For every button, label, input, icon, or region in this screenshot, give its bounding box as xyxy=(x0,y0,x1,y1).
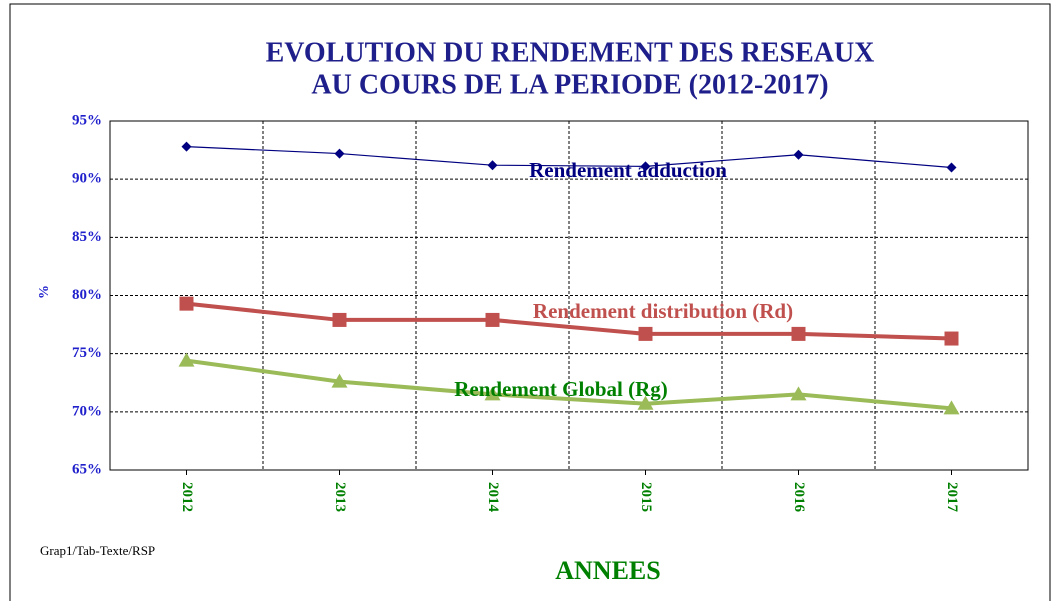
series-label: Rendement distribution (Rd) xyxy=(533,299,793,323)
marker xyxy=(487,160,498,171)
series-line xyxy=(186,145,952,169)
marker xyxy=(334,148,345,159)
marker xyxy=(640,161,651,172)
chart-subtitle: AU COURS DE LA PERIODE (2012-2017) xyxy=(311,69,828,100)
x-tick-label: 2013 xyxy=(332,482,348,512)
y-tick-label: 80% xyxy=(72,287,102,303)
marker xyxy=(181,141,192,152)
plot-area xyxy=(109,120,1029,471)
y-tick-label: 75% xyxy=(72,345,102,361)
marker xyxy=(638,326,653,341)
y-tick-label: 85% xyxy=(72,229,102,245)
marker xyxy=(331,373,348,388)
marker xyxy=(178,352,195,367)
annotation: Grap1/Tab-Texte/RSP xyxy=(40,543,155,558)
x-tick-label: 2015 xyxy=(638,482,654,512)
marker xyxy=(946,162,957,173)
marker xyxy=(790,386,807,401)
marker xyxy=(791,326,806,341)
y-tick-label: 95% xyxy=(72,112,102,128)
marker xyxy=(944,331,959,346)
series-line xyxy=(186,358,952,411)
x-tick-label: 2017 xyxy=(944,482,960,513)
series-label: Rendement Global (Rg) xyxy=(454,377,668,401)
chart-title: EVOLUTION DU RENDEMENT DES RESEAUX xyxy=(266,37,875,68)
series-line xyxy=(186,301,952,341)
marker xyxy=(332,312,347,327)
series-label: Rendement adduction xyxy=(529,158,727,182)
marker xyxy=(179,296,194,311)
marker xyxy=(637,395,654,410)
marker xyxy=(484,386,501,401)
y-tick-label: 65% xyxy=(72,461,102,477)
x-axis-title: ANNEES xyxy=(555,556,660,585)
y-tick-label: 70% xyxy=(72,403,102,419)
x-tick-label: 2014 xyxy=(485,482,501,513)
x-tick-label: 2012 xyxy=(179,482,195,512)
y-axis-title: % xyxy=(37,285,52,299)
y-tick-label: 90% xyxy=(72,171,102,187)
marker xyxy=(793,149,804,160)
marker xyxy=(943,400,960,415)
marker xyxy=(485,312,500,327)
x-tick-label: 2016 xyxy=(791,482,807,513)
